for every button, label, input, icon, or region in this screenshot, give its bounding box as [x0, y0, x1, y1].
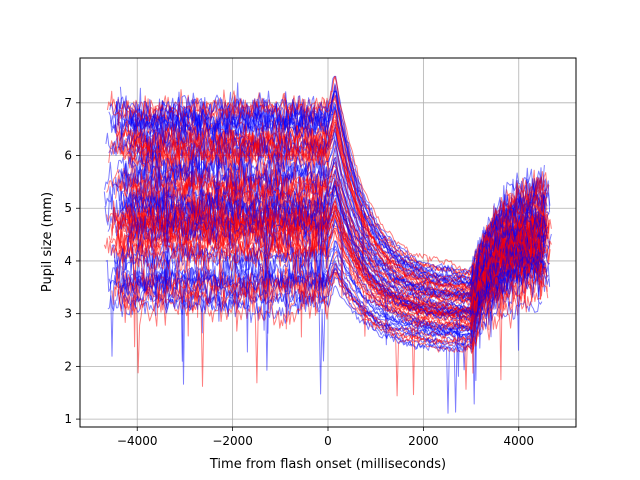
y-tick-label: 4: [64, 254, 72, 268]
red-trace-line: [115, 170, 546, 307]
blue-trace-line: [130, 185, 548, 326]
x-tick-label: 2000: [408, 434, 439, 448]
x-tick-label: −2000: [212, 434, 253, 448]
y-tick-label: 7: [64, 96, 72, 110]
pupil-traces: [103, 75, 552, 414]
x-axis-label: Time from flash onset (milliseconds): [209, 457, 446, 472]
blue-trace-line: [123, 182, 544, 377]
blue-trace-line: [110, 260, 546, 357]
blue-trace-line: [113, 218, 545, 353]
y-tick-label: 6: [64, 149, 72, 163]
x-tick-label: −4000: [117, 434, 158, 448]
y-tick-label: 5: [64, 201, 72, 215]
y-tick-label: 2: [64, 359, 72, 373]
x-tick-label: 0: [324, 434, 332, 448]
red-trace-line: [131, 230, 543, 396]
y-tick-label: 1: [64, 412, 72, 426]
y-axis-label: Pupil size (mm): [40, 192, 55, 292]
x-axis-ticks: −4000 −2000 0 2000 4000: [117, 427, 534, 448]
blue-trace-line: [128, 137, 546, 298]
blue-trace-line: [104, 147, 548, 305]
y-axis-ticks: 1 2 3 4 5 6 7: [64, 96, 80, 426]
y-tick-label: 3: [64, 307, 72, 321]
x-tick-label: 4000: [503, 434, 534, 448]
